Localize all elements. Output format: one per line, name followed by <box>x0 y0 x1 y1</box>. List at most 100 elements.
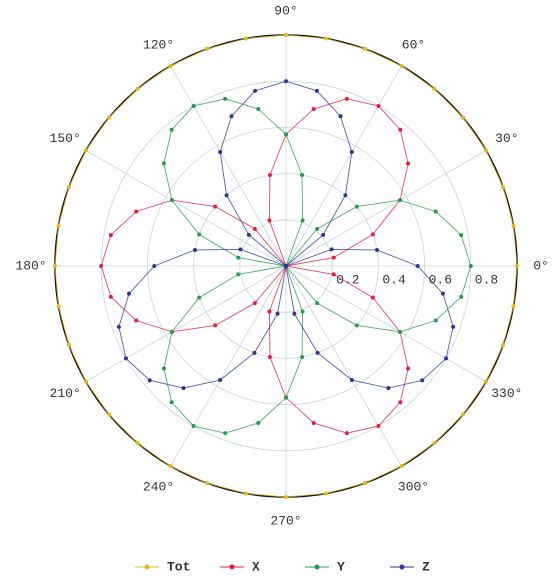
series-point <box>135 87 140 92</box>
series-point <box>284 132 288 137</box>
series-point <box>243 36 248 41</box>
r-tick-label: 0.8 <box>475 272 498 287</box>
series-point <box>501 343 506 348</box>
series-point <box>338 114 343 119</box>
series-point <box>315 301 320 306</box>
series-point <box>314 88 319 93</box>
series-point <box>460 412 465 417</box>
legend-label: Z <box>422 559 430 574</box>
series-point <box>197 232 202 237</box>
series-point <box>292 311 297 316</box>
series-point <box>398 198 403 203</box>
series-point <box>213 323 218 328</box>
series-point <box>501 184 506 189</box>
series-point <box>56 223 61 228</box>
series-point <box>433 209 438 214</box>
series-point <box>386 386 391 391</box>
theta-tick-label: 270° <box>270 513 301 528</box>
series-point <box>252 226 257 231</box>
series-point <box>300 218 305 223</box>
r-tick-label: 0.6 <box>429 272 452 287</box>
grid-spoke <box>285 265 402 467</box>
series-point <box>468 264 473 268</box>
series-point <box>284 264 288 268</box>
legend-marker <box>144 564 150 570</box>
theta-tick-label: 60° <box>402 38 425 53</box>
series-point <box>169 400 174 405</box>
grid-spoke <box>85 265 287 382</box>
legend-label: X <box>252 559 260 574</box>
series-point <box>324 491 329 496</box>
series-point <box>56 304 61 309</box>
series-point <box>213 204 218 209</box>
theta-tick-label: 30° <box>495 131 518 146</box>
series-point <box>420 378 425 383</box>
series-point <box>432 87 437 92</box>
series-point <box>459 294 464 299</box>
legend-marker <box>314 564 320 570</box>
series-point <box>236 255 241 260</box>
series-point <box>134 318 139 323</box>
series-point <box>398 127 403 132</box>
series-point <box>107 412 112 417</box>
r-tick-label: 0.2 <box>336 272 359 287</box>
series-point <box>83 148 88 153</box>
series-point <box>399 63 404 68</box>
series-point <box>315 226 320 231</box>
series-point <box>181 386 186 391</box>
series-point <box>331 255 336 260</box>
series-point <box>344 431 349 436</box>
series-point <box>311 420 316 425</box>
series-point <box>191 103 196 108</box>
series-point <box>53 264 57 268</box>
series-point <box>511 223 516 228</box>
series-point <box>168 464 173 469</box>
series-point <box>329 247 334 252</box>
series-point <box>168 63 173 68</box>
series-point <box>459 233 464 238</box>
series-point <box>363 46 368 51</box>
theta-tick-label: 150° <box>50 131 81 146</box>
series-point <box>349 378 354 383</box>
series-point <box>108 233 113 238</box>
series-point <box>246 232 251 237</box>
grid-spoke <box>285 265 487 382</box>
series-point <box>236 272 241 277</box>
series-point <box>444 356 449 361</box>
series-point <box>223 96 228 101</box>
series-point <box>363 481 368 486</box>
series-point <box>238 247 243 252</box>
series-point <box>440 291 445 296</box>
series-point <box>204 481 209 486</box>
series-point <box>256 420 261 425</box>
series-point <box>224 193 229 198</box>
series-point <box>169 127 174 132</box>
series-point <box>253 88 258 93</box>
series-point <box>275 311 280 316</box>
series-point <box>169 329 174 334</box>
series-point <box>161 161 166 166</box>
series-point <box>331 272 336 277</box>
series-point <box>256 107 261 112</box>
series-point <box>193 247 198 252</box>
grid-spoke <box>170 265 287 467</box>
series-point <box>107 115 112 120</box>
series-point <box>370 295 375 300</box>
series-point <box>343 193 348 198</box>
series-point <box>204 46 209 51</box>
theta-tick-label: 180° <box>15 258 46 273</box>
series-point <box>374 247 379 252</box>
series-point <box>218 378 223 383</box>
series-point <box>300 173 305 178</box>
series-point <box>197 295 202 300</box>
series-point <box>99 264 104 268</box>
series-point <box>344 96 349 101</box>
series-point <box>135 440 140 445</box>
series-point <box>267 173 272 178</box>
series-point <box>321 232 326 237</box>
series-point <box>267 354 272 359</box>
series-point <box>252 301 257 306</box>
series-point <box>66 184 71 189</box>
series-point <box>169 198 174 203</box>
series-point <box>315 350 320 355</box>
